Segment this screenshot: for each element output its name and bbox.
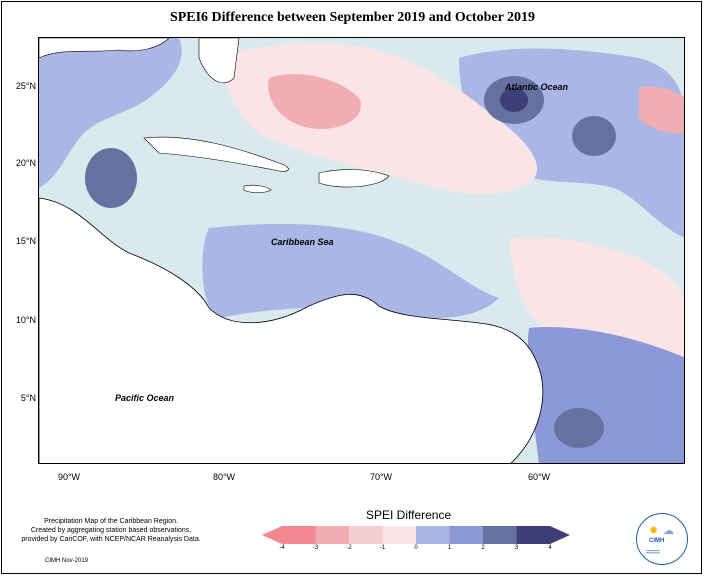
colorbar-cell (349, 526, 383, 544)
colorbar-tick-label: 2 (481, 545, 485, 551)
legend-title: SPEI Difference (366, 508, 452, 522)
colorbar-tick-label: -1 (379, 545, 386, 551)
credit-text: CIMH Nov-2019 (45, 558, 89, 564)
colorbar-tick-label: 3 (514, 545, 519, 551)
colorbar-right-arrow (550, 526, 570, 544)
colorbar-tick-label: -3 (312, 545, 319, 551)
colorbar-cell (483, 526, 517, 544)
logo-text: CIMH (649, 538, 665, 544)
field-pink-east (639, 86, 684, 134)
lon-label-80w: 80°W (212, 472, 236, 482)
field-pink-strong (268, 74, 361, 129)
field-pink-southeast (509, 236, 684, 368)
land-central-south-america (39, 197, 544, 463)
lat-label-20n: 20°N (15, 158, 36, 168)
lat-label-10n: 10°N (15, 315, 36, 325)
colorbar-cell (282, 526, 316, 544)
sun-icon: ✹ (649, 525, 659, 537)
field-blue-caribbean (202, 223, 499, 318)
lat-label-5n: 5°N (20, 393, 36, 403)
label-caribbean-sea: Caribbean Sea (271, 237, 334, 247)
lon-label-60w: 60°W (527, 472, 551, 482)
waves-icon: ≈≈≈ (646, 547, 661, 558)
land-gulf-coast (39, 38, 170, 59)
land-cuba (143, 136, 289, 172)
land-hispaniola (318, 169, 390, 188)
field-blue-northwest (39, 38, 182, 188)
colorbar-tick-label: 0 (414, 545, 418, 551)
lon-label-90w: 90°W (57, 472, 81, 482)
caption-line-1: Precipitation Map of the Caribbean Regio… (44, 518, 178, 525)
colorbar-left-arrow (262, 526, 282, 544)
field-core-atlantic-inner (500, 88, 528, 112)
colorbar-tick-label: 1 (447, 545, 452, 551)
colorbar-cell (516, 526, 551, 544)
map-caption: Precipitation Map of the Caribbean Regio… (6, 517, 216, 544)
colorbar-cell (449, 526, 484, 544)
lon-label-70w: 70°W (369, 472, 393, 482)
land-jamaica (243, 184, 272, 193)
cimh-logo: ✹ ☁ CIMH ≈≈≈ (636, 513, 688, 565)
colorbar (262, 526, 570, 544)
caption-line-3: provided by CariCOF, with NCEP/NCAR Rean… (21, 536, 201, 543)
lat-label-25n: 25°N (15, 81, 36, 91)
caption-line-2: Created by aggregating station based obs… (30, 527, 192, 534)
spei-map (38, 37, 685, 464)
cloud-icon: ☁ (663, 525, 674, 537)
field-core-yucatan (85, 148, 137, 208)
land-florida (198, 38, 240, 83)
spei-field (39, 38, 684, 463)
label-atlantic-ocean: Atlantic Ocean (505, 82, 569, 92)
field-core-guiana (554, 408, 604, 448)
field-core-east (572, 116, 616, 156)
label-pacific-ocean: Pacific Ocean (115, 393, 175, 403)
map-title: SPEI6 Difference between September 2019 … (169, 10, 536, 25)
colorbar-cell (315, 526, 350, 544)
colorbar-cell (382, 526, 417, 544)
colorbar-tick-label: -4 (279, 545, 285, 551)
colorbar-tick-label: -2 (346, 545, 352, 551)
lat-label-15n: 15°N (15, 236, 36, 246)
colorbar-cell (416, 526, 450, 544)
colorbar-tick-label: 4 (548, 545, 552, 551)
